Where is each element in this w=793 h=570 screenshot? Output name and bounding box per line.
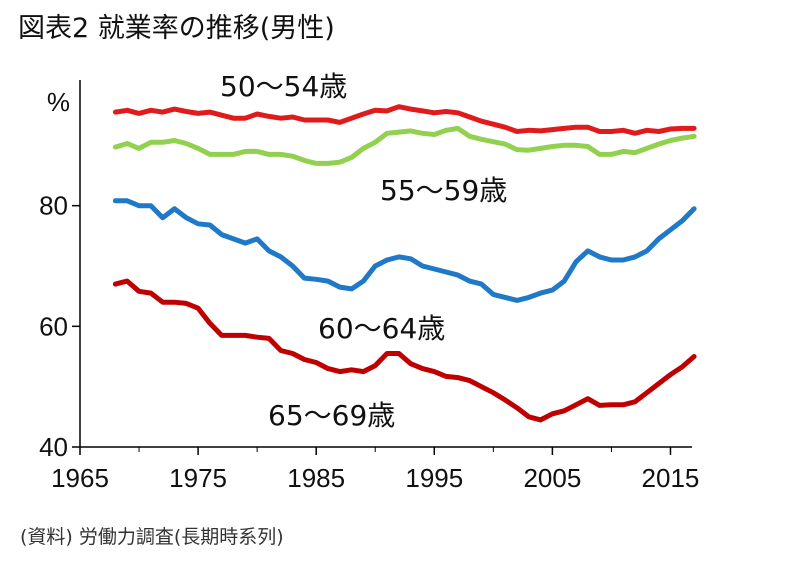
x-tick-label: 1995: [405, 463, 463, 493]
series-line: [112, 278, 697, 423]
x-tick-label: 2005: [523, 463, 581, 493]
series-label-backdrop: [374, 170, 544, 208]
series-line: [112, 198, 697, 303]
x-tick-label: 1965: [51, 463, 109, 493]
tick-labels: 40 60 80% 1965 1975 1985 1995 2005 2015: [39, 87, 699, 493]
series-line: [112, 104, 697, 136]
series-label: 55〜59歳: [380, 174, 507, 207]
x-tick-label: 1985: [287, 463, 345, 493]
y-tick-label: 80: [39, 191, 68, 221]
series-label: 50〜54歳: [220, 70, 347, 103]
series-labels: 50〜54歳 55〜59歳 60〜64歳 65〜69歳: [220, 70, 544, 432]
y-tick-label: 40: [39, 432, 68, 462]
y-unit-label: %: [47, 87, 70, 117]
chart-title: 図表2 就業率の推移(男性): [18, 13, 335, 44]
chart-axes: [72, 80, 692, 455]
series-label: 60〜64歳: [318, 312, 445, 345]
series-label: 65〜69歳: [268, 399, 395, 432]
series-lines: [112, 104, 697, 423]
series-label-backdrop: [312, 308, 482, 346]
y-tick-label: 60: [39, 311, 68, 341]
x-tick-label: 2015: [642, 463, 700, 493]
x-tick-label: 1975: [169, 463, 227, 493]
series-line: [112, 125, 697, 166]
source-note: (資料) 労働力調査(長期時系列): [20, 526, 284, 548]
